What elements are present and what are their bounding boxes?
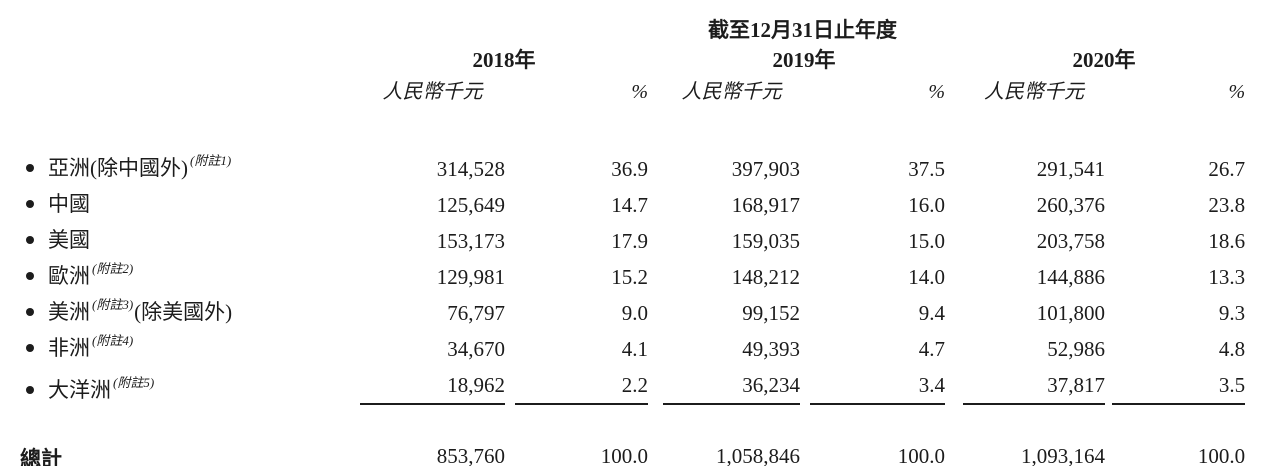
total-amount-2018: 853,760: [360, 429, 505, 466]
percent-2018: 14.7: [611, 193, 648, 217]
amount-2019: 168,917: [731, 193, 800, 217]
table-row-europe: 歐洲 (附註2) 129,981 15.2 148,212 14.0 144,88…: [20, 254, 1245, 290]
percent-column-header-2018: %: [631, 81, 648, 103]
amount-2019: 397,903: [731, 157, 800, 181]
percent-2019: 3.4: [810, 362, 945, 405]
year-header-2018: 2018年: [472, 48, 536, 72]
amount-column-header-2020: 人民幣千元: [984, 81, 1084, 103]
amount-2018: 153,173: [436, 229, 505, 253]
year-header-2020: 2020年: [1072, 48, 1136, 72]
amount-2018: 34,670: [447, 337, 505, 361]
amount-2018: 76,797: [447, 301, 505, 325]
amount-2018: 314,528: [436, 157, 505, 181]
total-row: 總計 853,760 100.0 1,058,846 100.0 1,093,1…: [20, 429, 1246, 466]
year-header-2019: 2019年: [772, 48, 836, 72]
percent-column-header-2019: %: [928, 81, 945, 103]
amount-2019: 49,393: [742, 337, 800, 361]
total-amount-2020: 1,093,164: [963, 429, 1105, 466]
amount-2018: 18,962: [360, 362, 505, 405]
percent-2019: 15.0: [908, 229, 945, 253]
total-percent-2019: 100.0: [810, 429, 945, 466]
percent-2019: 9.4: [918, 301, 945, 325]
bullet-icon: [26, 272, 34, 280]
amount-2020: 101,800: [1036, 301, 1105, 325]
bullet-icon: [26, 386, 34, 394]
amount-2020: 37,817: [963, 362, 1105, 405]
amount-2020: 144,886: [1036, 265, 1105, 289]
amount-2020: 52,986: [1047, 337, 1105, 361]
footnote-ref: (附註1): [190, 153, 232, 168]
year-header-row: 2018年 2019年 2020年: [20, 44, 1245, 74]
amount-column-header-2019: 人民幣千元: [681, 81, 782, 103]
percent-2020: 9.3: [1218, 301, 1246, 325]
region-label: 中國: [48, 192, 90, 216]
revenue-by-region-table: 截至12月31日止年度 2018年 2019年 2020年 人民幣千元 % 人民…: [20, 8, 1246, 466]
percent-2018: 15.2: [611, 265, 648, 289]
percent-2019: 37.5: [908, 157, 945, 181]
region-label: 大洋洲: [48, 378, 111, 402]
table-row-usa: 美國 153,173 17.9 159,035 15.0 203,758 18.…: [20, 218, 1245, 254]
amount-2020: 260,376: [1036, 193, 1105, 217]
amount-2020: 203,758: [1036, 229, 1105, 253]
percent-2020: 23.8: [1208, 193, 1246, 217]
percent-2020: 4.8: [1218, 337, 1246, 361]
region-label: 美國: [48, 228, 90, 252]
percent-column-header-2020: %: [1228, 81, 1246, 103]
total-percent-2020: 100.0: [1112, 429, 1246, 466]
region-label: 非洲: [48, 336, 90, 360]
amount-2019: 36,234: [663, 362, 800, 405]
total-label: 總計: [20, 446, 62, 466]
bullet-icon: [26, 200, 34, 208]
region-label-suffix: (除美國外): [134, 300, 233, 324]
period-title: 截至12月31日止年度: [708, 18, 898, 42]
table-row-africa: 非洲 (附註4) 34,670 4.1 49,393 4.7 52,986 4.8: [20, 326, 1245, 362]
percent-2020: 3.5: [1112, 362, 1246, 405]
region-label: 美洲: [48, 300, 90, 324]
footnote-ref: (附註5): [113, 375, 155, 390]
total-amount-2019: 1,058,846: [663, 429, 800, 466]
amount-2018: 125,649: [436, 193, 505, 217]
bullet-icon: [26, 308, 34, 316]
percent-2018: 17.9: [611, 229, 648, 253]
footnote-ref: (附註2): [92, 261, 134, 276]
percent-2018: 4.1: [621, 337, 648, 361]
table-row-americas: 美洲 (附註3)(除美國外) 76,797 9.0 99,152 9.4 101,…: [20, 290, 1245, 326]
total-percent-2018: 100.0: [515, 429, 648, 466]
percent-2019: 4.7: [918, 337, 945, 361]
amount-2018: 129,981: [436, 265, 505, 289]
amount-2019: 159,035: [731, 229, 800, 253]
percent-2018: 9.0: [621, 301, 648, 325]
spacer-row: [20, 104, 1245, 146]
amount-column-header-2018: 人民幣千元: [382, 81, 483, 103]
spacer-row: [20, 404, 1245, 429]
amount-2019: 148,212: [731, 265, 800, 289]
table-row-asia: 亞洲(除中國外) (附註1) 314,528 36.9 397,903 37.5 …: [20, 146, 1245, 182]
bullet-icon: [26, 236, 34, 244]
column-header-row: 人民幣千元 % 人民幣千元 % 人民幣千元 %: [20, 74, 1246, 104]
bullet-icon: [26, 344, 34, 352]
table-row-china: 中國 125,649 14.7 168,917 16.0 260,376 23.…: [20, 182, 1245, 218]
amount-2019: 99,152: [742, 301, 800, 325]
region-label: 歐洲: [48, 264, 90, 288]
percent-2020: 18.6: [1208, 229, 1246, 253]
amount-2020: 291,541: [1036, 157, 1105, 181]
percent-2018: 36.9: [611, 157, 648, 181]
footnote-ref: (附註3): [92, 297, 134, 312]
footnote-ref: (附註4): [92, 333, 134, 348]
percent-2019: 16.0: [908, 193, 945, 217]
region-label: 亞洲(除中國外): [48, 156, 188, 180]
percent-2019: 14.0: [908, 265, 945, 289]
percent-2018: 2.2: [515, 362, 648, 405]
percent-2020: 26.7: [1208, 157, 1246, 181]
period-header-row: 截至12月31日止年度: [20, 8, 1245, 44]
bullet-icon: [26, 164, 34, 172]
percent-2020: 13.3: [1208, 265, 1246, 289]
table-row-oceania: 大洋洲 (附註5) 18,962 2.2 36,234 3.4 37,817 3.…: [20, 362, 1246, 405]
